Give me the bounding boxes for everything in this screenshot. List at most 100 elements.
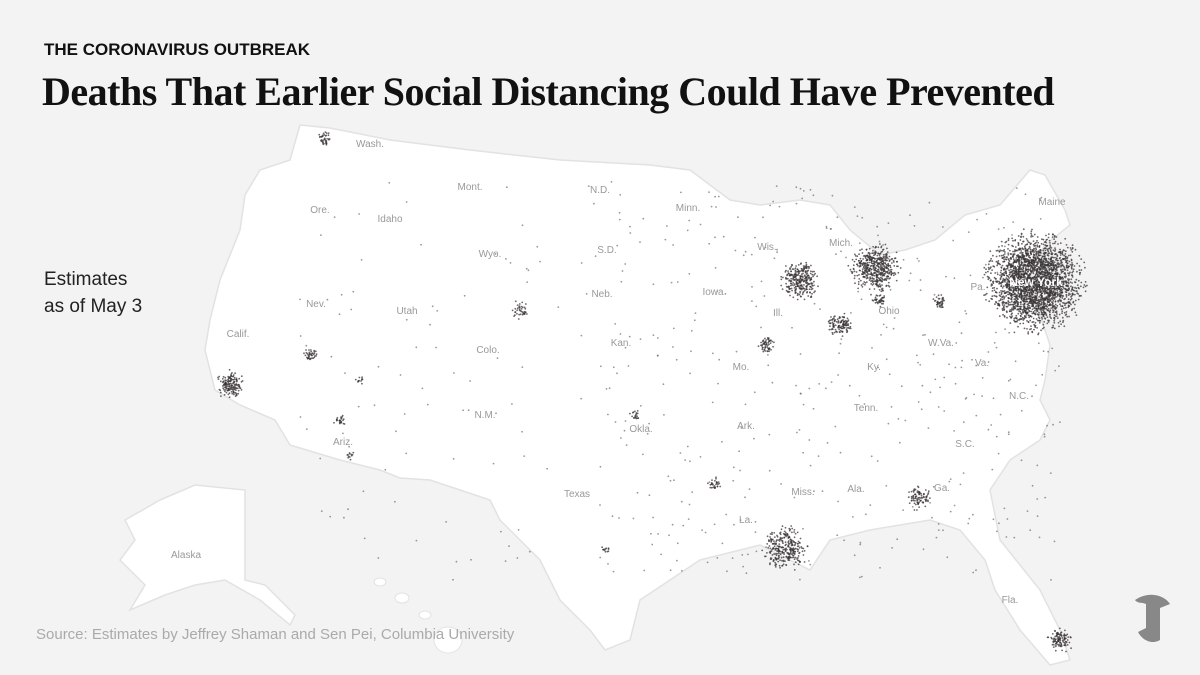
dot <box>1054 240 1057 243</box>
dot <box>1005 302 1008 305</box>
dot <box>718 482 720 485</box>
dot <box>1007 379 1010 382</box>
dot <box>810 295 813 298</box>
dot <box>844 319 847 322</box>
dot <box>1042 243 1045 246</box>
dot <box>1052 300 1055 302</box>
dot <box>1065 259 1068 262</box>
dot <box>340 421 343 424</box>
dot <box>810 264 812 267</box>
dot <box>770 348 772 351</box>
dot <box>764 555 767 558</box>
dot <box>1028 275 1031 278</box>
dot <box>1066 644 1069 646</box>
dot <box>1019 239 1022 241</box>
dot <box>885 278 887 280</box>
dot <box>1005 295 1008 297</box>
dot <box>1026 280 1028 283</box>
dot <box>1039 272 1042 275</box>
dot <box>1006 286 1008 289</box>
dot <box>994 272 997 274</box>
dot <box>612 570 615 573</box>
dot <box>1024 300 1027 303</box>
dot <box>1003 279 1006 282</box>
dot <box>1003 260 1006 263</box>
dot <box>964 310 967 312</box>
dot <box>1043 326 1045 329</box>
dot <box>843 320 846 323</box>
dot <box>227 387 230 390</box>
dot <box>1022 240 1024 243</box>
dot <box>799 280 802 283</box>
dot <box>224 381 227 384</box>
dot <box>321 140 323 143</box>
dot <box>1046 303 1049 306</box>
dot <box>998 250 1001 253</box>
dot <box>1051 347 1054 350</box>
dot <box>805 285 807 288</box>
dot <box>1030 280 1032 283</box>
dot <box>711 479 713 481</box>
dot <box>1035 297 1038 300</box>
dot <box>1041 238 1043 241</box>
dot <box>1079 285 1082 288</box>
dot <box>1040 257 1043 260</box>
dot <box>1069 636 1072 639</box>
dot <box>1054 303 1057 306</box>
dot <box>1046 271 1049 273</box>
dot <box>763 295 766 297</box>
dot <box>1007 300 1010 302</box>
dot <box>860 284 863 286</box>
dot <box>885 255 888 258</box>
dot <box>795 265 797 267</box>
dot <box>699 223 702 226</box>
dot <box>1023 245 1026 248</box>
dot <box>634 410 636 413</box>
dot <box>850 312 852 314</box>
dot <box>1067 254 1070 257</box>
dot <box>1078 269 1081 271</box>
dot <box>1031 228 1033 231</box>
dot <box>650 532 652 535</box>
dot <box>1041 261 1044 264</box>
dot <box>846 317 849 320</box>
dot <box>782 542 784 545</box>
dot <box>1030 328 1032 330</box>
dot <box>1050 317 1052 320</box>
dot <box>536 245 539 248</box>
dot <box>1006 278 1009 280</box>
dot <box>767 354 769 356</box>
dot <box>773 341 775 344</box>
dot <box>946 556 949 559</box>
dot <box>734 249 737 252</box>
dot <box>1070 647 1072 650</box>
dot <box>767 546 770 549</box>
dot <box>1066 315 1069 318</box>
dot <box>1004 328 1006 330</box>
dot <box>1011 244 1013 247</box>
dot <box>1042 304 1045 307</box>
dot <box>837 326 839 329</box>
dot <box>227 380 229 383</box>
dot <box>1031 395 1033 398</box>
dot <box>1052 640 1055 643</box>
dot <box>794 561 797 563</box>
dot <box>798 293 801 296</box>
dot <box>1058 273 1061 276</box>
dot <box>1040 263 1042 266</box>
dot <box>888 285 891 288</box>
dot <box>1052 274 1054 277</box>
dot <box>1051 633 1054 635</box>
dot <box>754 521 757 523</box>
dot <box>1071 292 1074 295</box>
dot <box>1034 292 1037 295</box>
dot <box>1013 331 1016 334</box>
dot <box>222 375 225 378</box>
dot <box>1058 638 1061 641</box>
dot <box>710 486 713 489</box>
dot <box>1006 256 1008 259</box>
dot <box>876 225 879 228</box>
dot <box>793 563 795 566</box>
dot <box>855 271 858 273</box>
dot <box>1052 324 1054 327</box>
